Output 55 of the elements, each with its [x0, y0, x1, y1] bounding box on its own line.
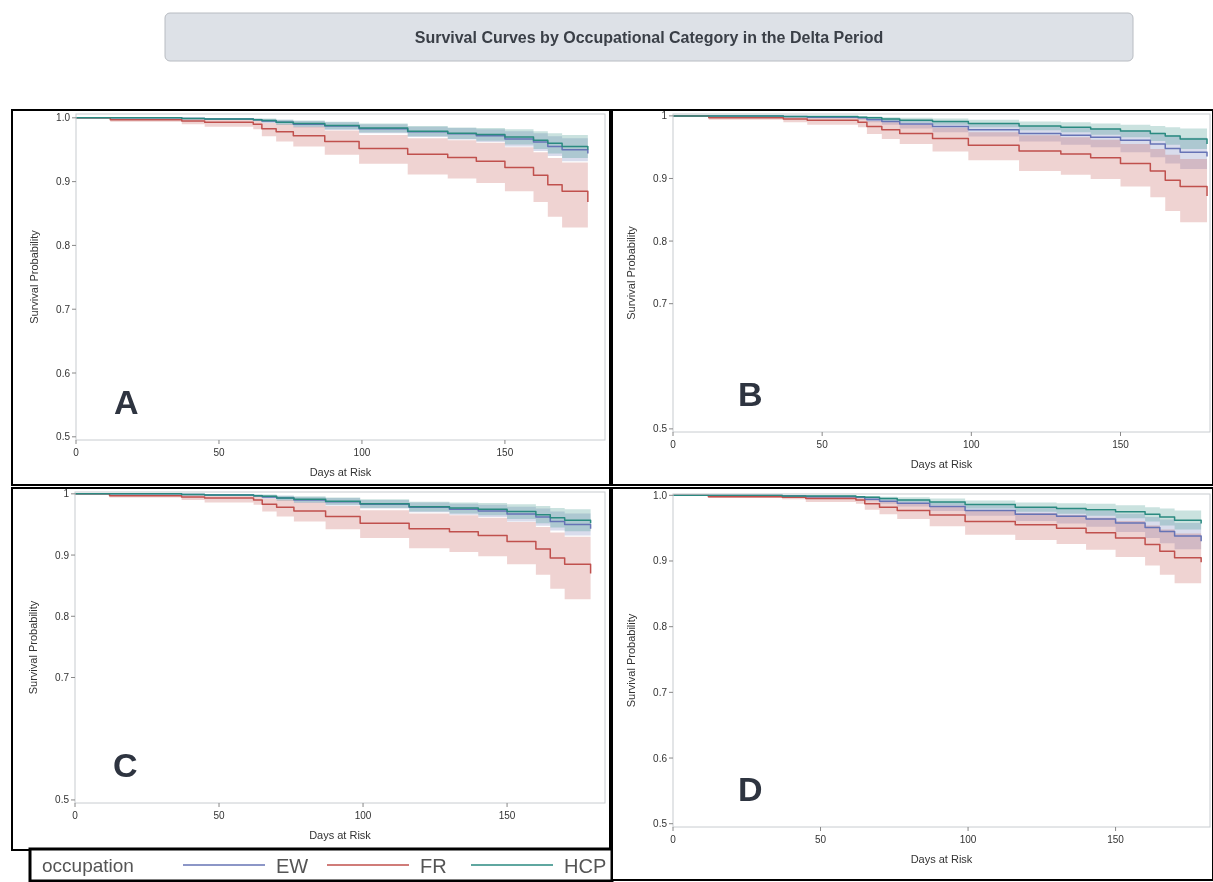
x-axis-title: Days at Risk: [309, 466, 372, 478]
annotation: D: [738, 770, 763, 808]
x-tick-label: 50: [814, 834, 827, 845]
x-tick-label: 0: [72, 810, 79, 821]
x-axis-title: Days at Risk: [910, 853, 973, 865]
x-tick-label: 0: [73, 447, 80, 458]
y-tick-label: 1.0: [653, 489, 668, 501]
annotation: B: [738, 375, 763, 413]
y-tick-label: 0.5: [653, 818, 668, 830]
x-tick-label: 100: [354, 810, 372, 821]
y-tick-label: 0.9: [653, 172, 668, 184]
y-tick-label: 0.8: [653, 621, 668, 633]
y-axis-title: Survival Probability: [625, 225, 637, 320]
y-tick-label: 0.5: [653, 423, 668, 435]
y-tick-label: 0.5: [56, 431, 71, 443]
x-tick-label: 100: [962, 439, 981, 450]
annotation: A: [114, 383, 139, 421]
y-tick-label: 0.9: [55, 549, 70, 561]
y-tick-label: 0.8: [653, 235, 668, 247]
y-tick-label: 0.7: [56, 303, 71, 315]
y-tick-label: 1: [63, 488, 70, 500]
legend-label: FR: [420, 855, 447, 877]
annotation: C: [113, 746, 138, 784]
x-axis-title: Days at Risk: [910, 458, 973, 470]
text: Survival Curves by Occupational Category in the Delta Period: [414, 29, 884, 46]
y-tick-label: 0.7: [653, 686, 668, 698]
y-tick-label: 0.7: [653, 298, 668, 310]
y-tick-label: 0.9: [56, 176, 71, 188]
y-tick-label: 0.6: [653, 752, 668, 764]
y-tick-label: 0.7: [55, 672, 70, 683]
x-tick-label: 50: [816, 439, 829, 450]
x-tick-label: 50: [213, 810, 226, 821]
y-tick-label: 1: [661, 110, 668, 122]
legend-label: HCP: [564, 855, 607, 877]
x-tick-label: 150: [496, 447, 514, 458]
y-tick-label: 0.6: [56, 367, 71, 379]
x-axis-title: Days at Risk: [309, 829, 372, 841]
y-tick-label: 0.8: [55, 610, 70, 622]
x-tick-label: 0: [670, 834, 677, 845]
y-axis-title: Survival Probability: [28, 229, 40, 324]
legend-title: occupation: [42, 855, 134, 876]
x-tick-label: 100: [353, 447, 371, 458]
legend-label: EW: [276, 855, 309, 877]
x-tick-label: 0: [670, 439, 677, 450]
x-tick-label: 50: [213, 447, 225, 458]
y-axis-title: Survival Probability: [27, 600, 39, 695]
y-tick-label: 0.8: [56, 239, 71, 251]
y-tick-label: 0.5: [55, 794, 70, 806]
y-axis-title: Survival Probability: [625, 613, 637, 708]
y-tick-label: 1.0: [56, 112, 71, 124]
x-tick-label: 150: [498, 810, 516, 821]
y-tick-label: 0.9: [653, 555, 668, 567]
x-tick-label: 150: [1107, 834, 1125, 845]
x-tick-label: 150: [1112, 439, 1130, 450]
x-tick-label: 100: [959, 834, 977, 845]
